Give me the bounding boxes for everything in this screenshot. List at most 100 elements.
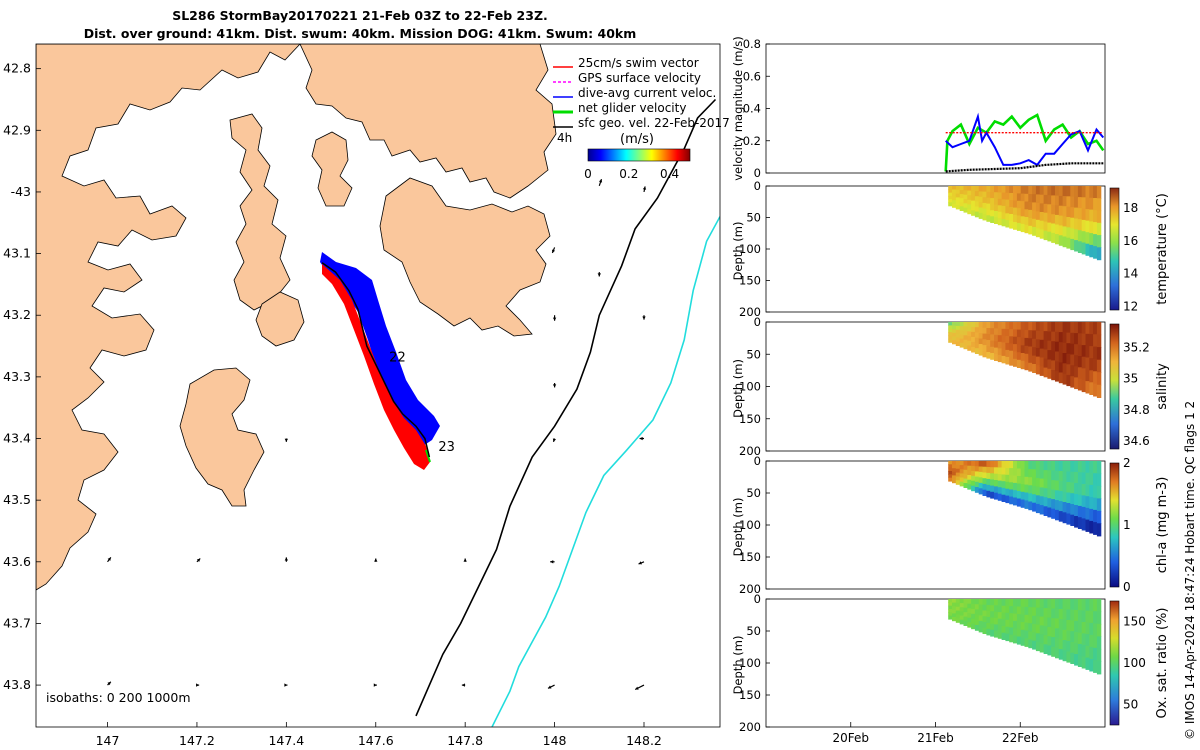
- section-cell: [1055, 234, 1060, 245]
- section-cell: [1062, 619, 1067, 631]
- section-cell: [1032, 632, 1037, 642]
- section-cell: [1085, 243, 1090, 256]
- section-cell: [1039, 186, 1045, 196]
- section-cell: [1096, 648, 1102, 662]
- section-cells: [948, 599, 1102, 675]
- section-cell: [978, 207, 984, 214]
- section-cell: [952, 203, 957, 208]
- section-cell: [1013, 322, 1018, 330]
- section-cell: [1020, 629, 1026, 639]
- section-cell: [1035, 486, 1041, 496]
- section-cell: [1028, 217, 1033, 227]
- section-cell: [997, 322, 1003, 330]
- section-cell: [952, 464, 957, 469]
- swim-vector-swath: [322, 264, 430, 470]
- section-cell: [1005, 626, 1010, 635]
- section-cell: [1035, 478, 1041, 488]
- section-cell: [1016, 222, 1022, 231]
- velocity-frame: [765, 43, 1106, 174]
- section-cell: [1096, 473, 1102, 487]
- section-cell: [982, 339, 987, 346]
- section-cell: [967, 461, 972, 467]
- section-cell: [1089, 244, 1094, 258]
- section-ylabel: Depth (m): [731, 636, 745, 695]
- section-colorbar-tick-label: 16: [1123, 234, 1138, 248]
- section-cell: [959, 611, 965, 617]
- section-cell: [1074, 494, 1079, 506]
- section-cell: [1047, 626, 1052, 637]
- section-cell: [1055, 509, 1060, 521]
- section-cell: [1028, 354, 1033, 364]
- section-cell: [967, 617, 972, 623]
- section-cell: [1093, 599, 1098, 612]
- section-cell: [1039, 322, 1045, 332]
- section-cell: [990, 599, 995, 606]
- section-cell: [967, 479, 972, 485]
- section-cell: [963, 612, 968, 618]
- section-cell: [952, 606, 957, 611]
- section-cell: [1081, 322, 1087, 335]
- section-cell: [1085, 634, 1090, 647]
- section-cell: [1024, 622, 1029, 632]
- section-cell: [1093, 186, 1098, 199]
- section-cell: [1070, 642, 1075, 654]
- section-cell: [1058, 501, 1064, 512]
- section-cell: [959, 473, 965, 479]
- section-cell: [955, 476, 961, 481]
- section-cell: [1070, 238, 1075, 251]
- section-cell: [1001, 467, 1006, 475]
- section-cell: [1024, 337, 1029, 347]
- section-colorbar: [1109, 462, 1120, 588]
- section-cell: [1047, 461, 1052, 471]
- section-cell: [1077, 621, 1083, 634]
- map-axes: 147 147.2 147.4 147.6 147.8 148 148.2 42.8 42.9 -…: [3, 61, 662, 748]
- section-cell: [1070, 343, 1075, 356]
- isobaths-note: isobaths: 0 200 1000m: [46, 690, 191, 705]
- section-cell: [990, 467, 995, 474]
- section-cell: [948, 609, 953, 613]
- section-cell: [982, 350, 987, 358]
- section-cell: [1055, 205, 1060, 216]
- section-cells: [948, 322, 1102, 398]
- section-cell: [1055, 480, 1060, 491]
- section-cell: [1062, 196, 1067, 207]
- section-cell: [1062, 353, 1067, 364]
- section-cell: [1013, 635, 1018, 644]
- section-cell: [1085, 507, 1090, 521]
- section-cell: [959, 198, 965, 203]
- section-cell: [990, 328, 995, 335]
- section-cell: [1020, 622, 1026, 631]
- section-cell: [967, 326, 972, 332]
- section-cell: [990, 461, 995, 468]
- section-cell: [1089, 473, 1094, 486]
- section-colorbar-tick-label: 150: [1123, 615, 1146, 629]
- section-colorbar-tick-label: 1: [1123, 518, 1131, 532]
- section-cell: [963, 616, 968, 622]
- section-colorbar: [1109, 187, 1120, 311]
- section-cell: [978, 202, 984, 209]
- chla-section: 0 50 100 150 200 Depth (m) 0 1 2 chl-a (mg m-3): [731, 454, 1170, 596]
- section-cell: [990, 210, 995, 217]
- section-cell: [1009, 207, 1014, 215]
- section-cell: [1016, 629, 1022, 638]
- section-cell: [986, 186, 991, 193]
- section-cell: [1005, 481, 1010, 490]
- section-cell: [982, 208, 987, 215]
- section-cell: [986, 334, 991, 341]
- section-cell: [1085, 345, 1090, 358]
- legend-label-sfc-geo: sfc geo. vel. 22-Feb-2017: [578, 116, 730, 130]
- section-cell: [1085, 209, 1090, 222]
- section-cell: [1089, 484, 1094, 498]
- section-cell: [1093, 358, 1098, 372]
- section-cell: [1055, 186, 1060, 197]
- section-cell: [1016, 468, 1022, 477]
- section-cell: [1074, 643, 1079, 655]
- section-cell: [959, 603, 965, 608]
- section-cell: [1070, 599, 1075, 611]
- section-cell: [948, 467, 953, 472]
- section-colorbar-label: Ox. sat. ratio (%): [1155, 608, 1170, 719]
- section-cell: [1077, 610, 1083, 622]
- section-cell: [1035, 194, 1041, 204]
- section-cell: [1058, 225, 1064, 236]
- section-cell: [963, 207, 968, 213]
